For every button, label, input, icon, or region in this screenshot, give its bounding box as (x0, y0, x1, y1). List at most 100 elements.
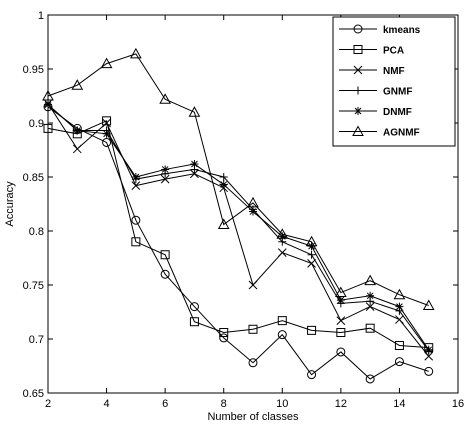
data-point-pca (248, 324, 258, 334)
legend-marker-gnmf (354, 86, 362, 95)
data-point-pca (131, 237, 141, 247)
data-point-agnmf (159, 93, 171, 104)
data-point-kmeans (219, 333, 229, 343)
x-axis-label: Number of classes (207, 411, 299, 423)
data-point-agnmf (276, 228, 289, 239)
data-point-kmeans (394, 357, 404, 367)
legend-marker-nmf (353, 65, 363, 75)
data-point-nmf (307, 259, 316, 268)
series-nmf (43, 99, 434, 361)
data-point-pca (365, 323, 375, 333)
data-point-kmeans (160, 269, 170, 279)
data-point-kmeans (277, 330, 287, 340)
data-point-agnmf (422, 299, 435, 311)
data-point-pca (219, 328, 229, 338)
legend-box (332, 16, 456, 147)
data-point-agnmf (100, 57, 113, 69)
x-tick-label: 8 (221, 398, 227, 410)
data-point-dnmf (249, 207, 257, 216)
series-agnmf (42, 47, 435, 311)
data-point-kmeans (189, 302, 199, 312)
data-point-nmf (395, 315, 404, 324)
data-point-agnmf (305, 235, 318, 247)
data-point-nmf (160, 174, 170, 184)
y-tick-label: 0.7 (29, 334, 44, 346)
y-axis-label: Accuracy (4, 181, 16, 227)
data-point-dnmf (161, 165, 170, 174)
data-point-pca (43, 123, 53, 133)
data-point-dnmf (44, 100, 52, 109)
series-dnmf (44, 100, 433, 354)
data-point-nmf (365, 302, 375, 311)
legend-label-pca: PCA (383, 46, 404, 57)
series-line-dnmf (47, 104, 430, 351)
legend-label-gnmf: GNMF (383, 87, 412, 98)
data-point-agnmf (247, 196, 259, 208)
legend-label-nmf: NMF (383, 66, 405, 77)
data-point-dnmf (219, 180, 228, 189)
data-point-dnmf (278, 232, 287, 241)
series-line-gnmf (47, 104, 430, 352)
series-kmeans (43, 102, 434, 384)
data-point-pca (394, 340, 404, 350)
data-point-gnmf (219, 173, 228, 181)
data-point-pca (307, 325, 317, 335)
data-point-pca (277, 316, 287, 326)
x-tick-label: 14 (393, 398, 405, 410)
legend-label-dnmf: DNMF (383, 107, 412, 118)
y-tick-label: 0.85 (23, 172, 44, 184)
data-point-agnmf (42, 89, 54, 101)
x-tick-label: 4 (104, 398, 110, 410)
data-point-agnmf (364, 274, 376, 286)
series-line-nmf (47, 103, 430, 357)
legend: kmeans PCA NMF GNMF DNMF AGNMF (332, 16, 456, 147)
series-layer (42, 47, 435, 384)
data-point-nmf (131, 181, 141, 190)
legend-marker-pca (353, 45, 363, 54)
data-point-kmeans (307, 370, 317, 380)
data-point-kmeans (336, 347, 346, 357)
x-tick-label: 10 (276, 398, 288, 410)
data-point-kmeans (131, 215, 141, 225)
data-point-pca (160, 250, 170, 260)
data-point-agnmf (217, 218, 230, 230)
data-point-kmeans (424, 366, 434, 376)
data-point-nmf (190, 169, 199, 179)
y-tick-label: 0.65 (23, 388, 44, 400)
data-point-pca (102, 116, 112, 126)
data-point-nmf (336, 316, 346, 325)
x-tick-label: 2 (45, 398, 51, 410)
x-tick-label: 6 (162, 398, 168, 410)
data-point-nmf (277, 248, 287, 257)
legend-marker-kmeans (353, 24, 363, 34)
x-tick-label: 12 (335, 398, 347, 410)
y-tick-label: 1 (38, 10, 44, 22)
legend-marker-agnmf (352, 125, 364, 136)
y-tick-label: 0.8 (29, 226, 44, 238)
y-tick-label: 0.9 (29, 118, 44, 130)
data-point-agnmf (393, 288, 406, 300)
data-point-nmf (102, 118, 111, 128)
series-line-kmeans (47, 106, 429, 380)
data-point-dnmf (131, 173, 140, 181)
data-point-agnmf (335, 286, 347, 298)
data-point-dnmf (336, 296, 345, 305)
data-point-kmeans (248, 358, 258, 368)
x-tick-label: 16 (452, 398, 464, 410)
y-tick-label: 0.75 (23, 280, 44, 292)
data-point-dnmf (102, 129, 111, 138)
data-point-nmf (424, 351, 434, 361)
data-point-agnmf (130, 47, 142, 59)
data-point-dnmf (190, 160, 199, 169)
data-point-pca (189, 317, 199, 327)
data-point-agnmf (188, 106, 201, 117)
legend-label-kmeans: kmeans (383, 25, 421, 36)
y-tick-label: 0.95 (23, 64, 44, 76)
data-point-nmf (248, 280, 258, 290)
data-point-dnmf (424, 345, 433, 354)
data-point-kmeans (365, 374, 375, 384)
data-point-pca (336, 328, 346, 338)
series-line-agnmf (47, 53, 429, 306)
data-point-dnmf (395, 302, 404, 311)
